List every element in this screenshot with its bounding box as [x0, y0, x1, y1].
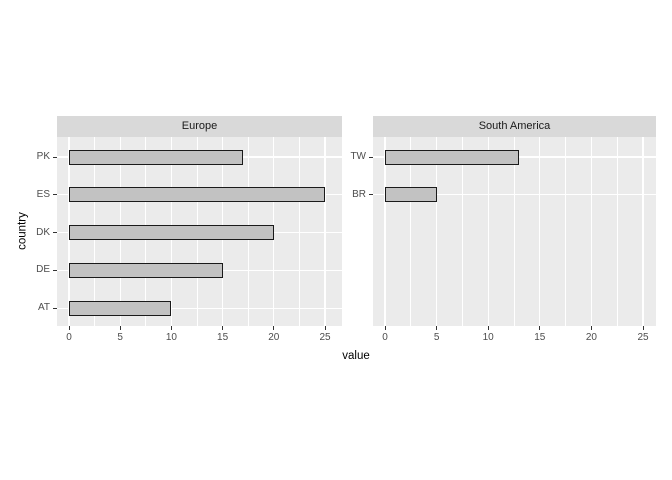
y-tick-label-de: DE: [36, 264, 50, 276]
y-tick-label-br: BR: [352, 188, 366, 200]
y-tick-label-at: AT: [37, 302, 50, 314]
x-tick-label: 15: [217, 332, 229, 343]
x-axis-tick: [590, 326, 592, 330]
facet-panel: [373, 137, 656, 326]
gridline-major-vertical: [590, 137, 593, 326]
facet-panel: [57, 137, 342, 326]
gridline-major-vertical: [384, 137, 386, 326]
y-tick-label-tw: TW: [350, 151, 366, 162]
y-axis-tick: [53, 269, 57, 271]
x-axis-tick: [119, 326, 121, 330]
x-tick-label: 15: [534, 332, 546, 343]
facet-strip-label: South America: [478, 120, 551, 132]
gridline-major-vertical: [435, 137, 438, 326]
x-axis-tick: [170, 326, 172, 330]
y-tick-label-es: ES: [36, 188, 50, 200]
gridline-major-vertical: [642, 137, 644, 326]
x-axis-tick: [436, 326, 438, 330]
gridline-major-vertical: [487, 137, 489, 326]
gridline-minor-vertical: [565, 137, 567, 326]
gridline-major-horizontal: [373, 194, 656, 196]
x-axis-tick: [487, 326, 489, 330]
y-tick-label-dk: DK: [36, 226, 50, 238]
facet-strip: South America: [373, 116, 656, 137]
y-axis-tick: [369, 194, 373, 196]
y-tick-label-pk: PK: [36, 151, 50, 162]
gridline-major-vertical: [324, 137, 326, 326]
gridline-minor-vertical: [616, 137, 618, 326]
x-axis-tick: [384, 326, 386, 330]
bar-tw: [385, 149, 520, 165]
x-axis-tick: [222, 326, 224, 330]
x-tick-label: 20: [268, 332, 280, 343]
x-axis-tick: [539, 326, 541, 330]
bar-es: [69, 187, 325, 203]
bar-at: [69, 300, 172, 316]
gridline-major-vertical: [539, 137, 541, 326]
x-tick-label: 25: [319, 332, 331, 343]
y-axis-tick: [53, 156, 57, 158]
bar-dk: [69, 225, 274, 241]
facet-strip-label: Europe: [181, 120, 218, 132]
bar-br: [385, 187, 437, 203]
x-axis-tick: [642, 326, 644, 330]
gridline-major-horizontal: [57, 307, 342, 309]
gridline-minor-vertical: [513, 137, 515, 326]
x-tick-label: 5: [433, 332, 440, 343]
x-tick-label: 25: [637, 332, 649, 343]
x-axis-title: value: [342, 350, 370, 362]
facet-strip: Europe: [57, 116, 342, 137]
x-axis-tick: [68, 326, 70, 330]
x-axis-tick: [273, 326, 275, 330]
x-tick-label: 0: [382, 332, 388, 343]
gridline-minor-vertical: [410, 137, 412, 326]
gridline-major-vertical: [68, 137, 70, 326]
y-axis-tick: [53, 194, 57, 196]
x-tick-label: 0: [66, 332, 72, 343]
y-axis-tick: [53, 307, 57, 309]
x-axis-tick: [324, 326, 326, 330]
bar-pk: [69, 149, 244, 165]
y-axis-tick: [369, 156, 373, 158]
gridline-minor-vertical: [299, 137, 300, 326]
bar-de: [69, 262, 223, 278]
x-tick-label: 20: [585, 332, 597, 343]
y-axis-tick: [53, 232, 57, 234]
gridline-minor-vertical: [462, 137, 463, 326]
x-tick-label: 5: [117, 332, 123, 343]
x-tick-label: 10: [482, 332, 494, 343]
y-axis-title: country: [16, 212, 29, 250]
x-tick-label: 10: [165, 332, 177, 343]
